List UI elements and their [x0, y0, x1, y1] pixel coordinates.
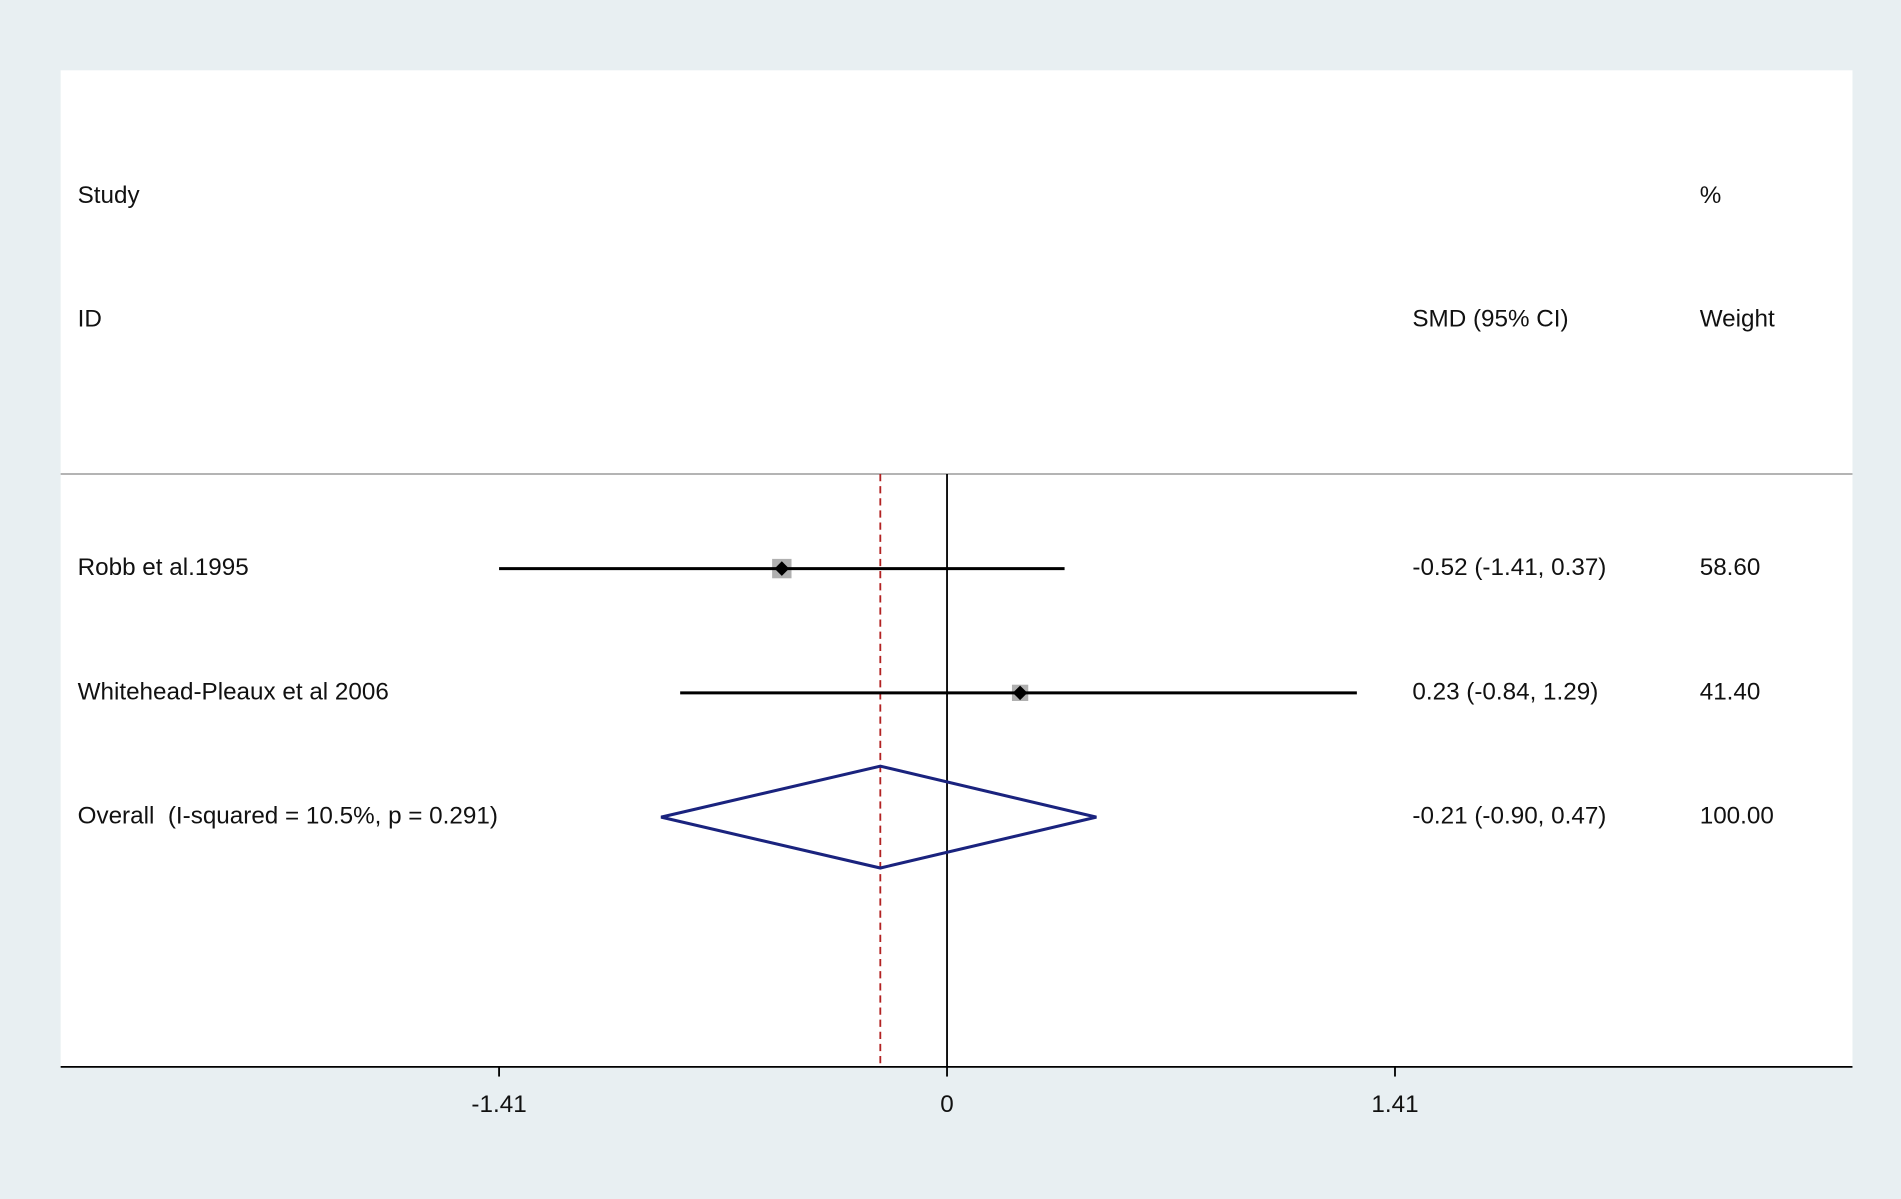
- study-ci: -0.52 (-1.41, 0.37): [1412, 554, 1606, 581]
- x-tick-label: 0: [940, 1091, 953, 1118]
- point-estimate: [774, 561, 790, 576]
- header-id: ID: [78, 305, 102, 332]
- x-tick-label: 1.41: [1371, 1091, 1418, 1118]
- header-percent: %: [1700, 182, 1722, 209]
- study-weight: 41.40: [1700, 678, 1761, 705]
- header-effect: SMD (95% CI): [1412, 305, 1568, 332]
- header-study: Study: [78, 182, 141, 209]
- overall-ci: -0.21 (-0.90, 0.47): [1412, 803, 1606, 830]
- overall-name: Overall (I-squared = 10.5%, p = 0.291): [78, 803, 498, 830]
- study-name: Whitehead-Pleaux et al 2006: [78, 678, 389, 705]
- header-weight: Weight: [1700, 305, 1775, 332]
- study-name: Robb et al.1995: [78, 554, 249, 581]
- study-ci: 0.23 (-0.84, 1.29): [1412, 678, 1598, 705]
- point-estimate: [1012, 685, 1028, 701]
- overall-weight: 100.00: [1700, 803, 1774, 830]
- x-tick-label: -1.41: [471, 1091, 526, 1118]
- overall-diamond: [660, 764, 1097, 870]
- study-weight: 58.60: [1700, 554, 1761, 581]
